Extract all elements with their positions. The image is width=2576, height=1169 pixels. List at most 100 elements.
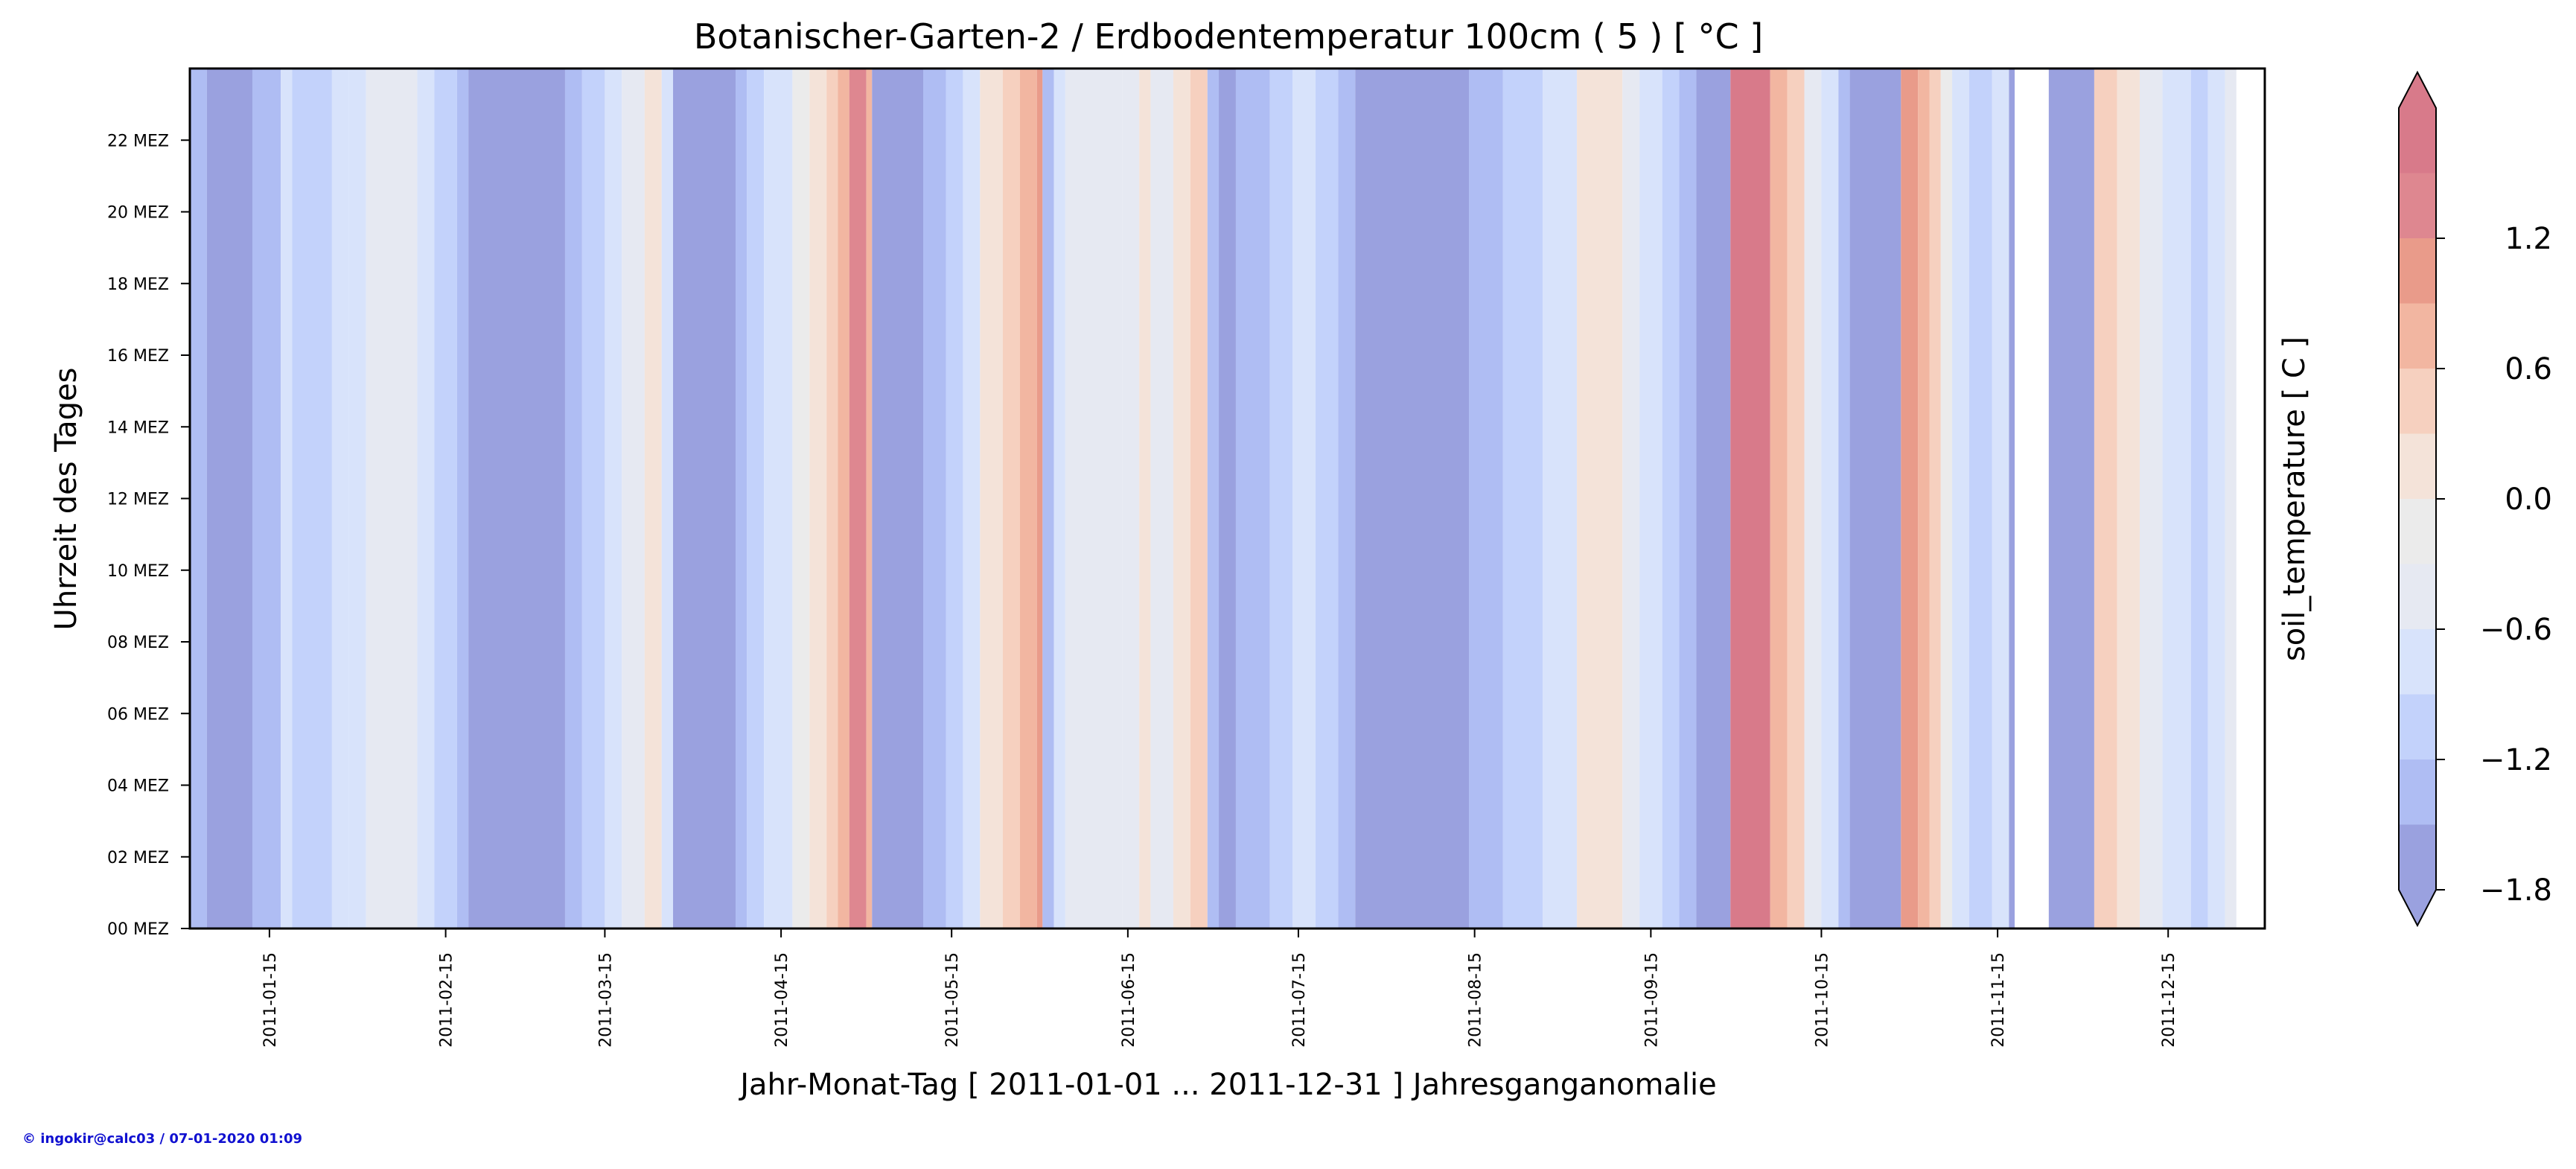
heatmap-segment xyxy=(1190,69,1208,928)
heatmap-segment xyxy=(963,69,981,928)
y-tick-label: 22 MEZ xyxy=(107,132,169,150)
heatmap-segment xyxy=(417,69,435,928)
x-tick-label: 2011-05-15 xyxy=(943,952,962,1048)
x-tick-label: 2011-03-15 xyxy=(596,952,615,1048)
y-tick-label: 10 MEZ xyxy=(107,562,169,581)
heatmap-segment xyxy=(1804,69,1822,928)
heatmap-segment xyxy=(2009,69,2015,928)
colorbar-segment xyxy=(2399,629,2436,695)
heatmap-segment xyxy=(1838,69,1850,928)
y-axis: 00 MEZ 02 MEZ 04 MEZ 06 MEZ 08 MEZ 10 MEZ 12 M… xyxy=(107,132,190,939)
heatmap-segment xyxy=(1502,69,1543,928)
y-tick-label: 12 MEZ xyxy=(107,491,169,509)
heatmap-segment xyxy=(2162,69,2191,928)
x-tick-label: 2011-09-15 xyxy=(1642,952,1661,1048)
heatmap-segment xyxy=(1639,69,1662,928)
heatmap-segment xyxy=(456,69,469,928)
footer-credit: © ingokir@calc03 / 07-01-2020 01:09 xyxy=(22,1131,302,1147)
colorbar-tick-label: 1.2 xyxy=(2505,222,2552,256)
heatmap-segment xyxy=(661,69,674,928)
heatmap-segment xyxy=(2207,69,2225,928)
heatmap-segment xyxy=(331,69,349,928)
x-tick-label: 2011-11-15 xyxy=(1989,952,2008,1048)
y-tick-label: 02 MEZ xyxy=(107,849,169,867)
heatmap-segment xyxy=(434,69,457,928)
heatmap-segment xyxy=(1952,69,1969,928)
y-tick-label: 08 MEZ xyxy=(107,634,169,652)
heatmap-segment xyxy=(866,69,873,928)
y-axis-label: Uhrzeit des Tages xyxy=(49,368,83,631)
heatmap-segment xyxy=(1787,69,1805,928)
heatmap-segment xyxy=(1577,69,1623,928)
y-tick-label: 00 MEZ xyxy=(107,920,169,939)
y-tick-label: 20 MEZ xyxy=(107,204,169,223)
heatmap-segment xyxy=(826,69,838,928)
x-axis: 2011-01-15 2011-02-15 2011-03-15 2011-04-15… xyxy=(261,928,2178,1048)
heatmap-segment xyxy=(292,69,332,928)
heatmap-segment xyxy=(468,69,565,928)
y-tick-label: 16 MEZ xyxy=(107,347,169,366)
heatmap-segment xyxy=(605,69,622,928)
heatmap-segment xyxy=(206,69,252,928)
heatmap-segment xyxy=(1696,69,1731,928)
heatmap-segment xyxy=(1235,69,1270,928)
heatmap-segment xyxy=(581,69,605,928)
heatmap-segment xyxy=(1219,69,1236,928)
heatmap-segment xyxy=(1918,69,1930,928)
heatmap-cells xyxy=(190,69,2265,928)
heatmap-segment xyxy=(1002,69,1020,928)
colorbar-segment xyxy=(2399,369,2436,434)
colorbar-tick-label: −1.2 xyxy=(2480,743,2552,777)
heatmap-segment xyxy=(1292,69,1316,928)
heatmap-segment xyxy=(838,69,849,928)
heatmap-segment xyxy=(2117,69,2140,928)
heatmap-segment xyxy=(622,69,645,928)
heatmap-segment xyxy=(190,69,207,928)
heatmap-segment xyxy=(1139,69,1151,928)
heatmap-segment xyxy=(2048,69,2094,928)
y-tick-label: 18 MEZ xyxy=(107,275,169,294)
heatmap-segment xyxy=(1849,69,1901,928)
colorbar-segment xyxy=(2399,824,2436,890)
heatmap-segment xyxy=(1122,69,1140,928)
heatmap-segment xyxy=(1053,69,1065,928)
colorbar-segment xyxy=(2399,173,2436,238)
heatmap-segment xyxy=(1036,69,1043,928)
colorbar-tick-label: 0.6 xyxy=(2505,352,2552,386)
x-tick-label: 2011-02-15 xyxy=(438,952,456,1048)
colorbar-label: soil_temperature [ C ] xyxy=(2277,337,2312,661)
x-axis-label: Jahr-Monat-Tag [ 2011-01-01 ... 2011-12-… xyxy=(738,1068,1717,1102)
colorbar-segment xyxy=(2399,238,2436,304)
colorbar-segment xyxy=(2399,108,2436,173)
colorbar-outline xyxy=(2398,70,2437,928)
colorbar-segment xyxy=(2399,694,2436,759)
colorbar-segment xyxy=(2399,433,2436,499)
heatmap-segment xyxy=(2140,69,2163,928)
x-tick-label: 2011-07-15 xyxy=(1290,952,1309,1048)
y-tick-label: 06 MEZ xyxy=(107,705,169,724)
heatmap-segment xyxy=(1662,69,1680,928)
heatmap-segment xyxy=(1543,69,1578,928)
heatmap-segment xyxy=(809,69,827,928)
heatmap-segment xyxy=(1770,69,1788,928)
x-tick-label: 2011-04-15 xyxy=(773,952,791,1048)
heatmap-segment xyxy=(1315,69,1339,928)
heatmap-segment xyxy=(644,69,662,928)
heatmap-segment xyxy=(348,69,366,928)
x-tick-label: 2011-08-15 xyxy=(1467,952,1485,1048)
heatmap-segment xyxy=(764,69,793,928)
heatmap-segment xyxy=(1821,69,1839,928)
heatmap-segment xyxy=(1901,69,1919,928)
x-tick-label: 2011-10-15 xyxy=(1813,952,1831,1048)
colorbar-tick-label: 0.0 xyxy=(2505,482,2552,517)
heatmap-segment xyxy=(281,69,293,928)
heatmap-segment xyxy=(1730,69,1770,928)
colorbar: −1.8 −1.2 −0.6 0.0 0.6 1.2 xyxy=(2398,70,2552,928)
colorbar-lower-extend xyxy=(2399,890,2436,926)
heatmap-segment xyxy=(1940,69,1953,928)
colorbar-segment xyxy=(2399,499,2436,564)
heatmap-segment xyxy=(564,69,582,928)
heatmap-segment xyxy=(2190,69,2208,928)
heatmap-segment xyxy=(1269,69,1293,928)
